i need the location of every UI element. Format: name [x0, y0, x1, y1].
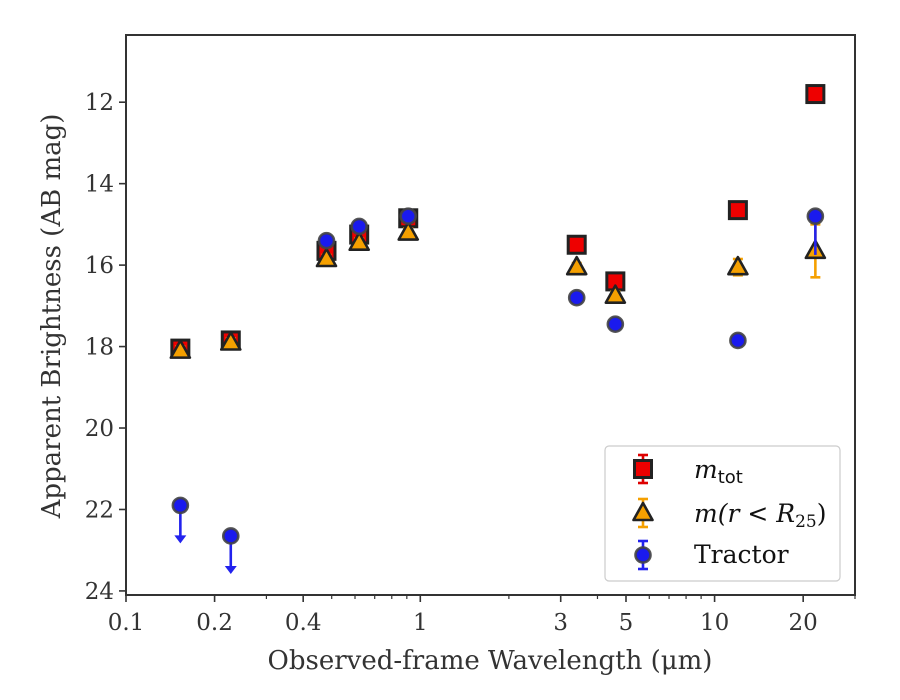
- data-point-circle: [399, 207, 418, 226]
- data-point-circle: [806, 207, 825, 226]
- legend-mtot-sub: tot: [718, 467, 743, 488]
- data-point-triangle: [348, 231, 370, 252]
- y-tick-label: 24: [85, 579, 114, 605]
- upper-limit-arrow-head: [224, 565, 237, 574]
- x-tick-label: 10: [700, 610, 729, 636]
- series-triangle: [169, 221, 827, 359]
- data-point-square: [566, 234, 587, 255]
- y-axis-label: Apparent Brightness (AB mag): [37, 114, 67, 520]
- data-point-square: [727, 200, 748, 221]
- x-tick-label: 5: [619, 610, 634, 636]
- data-point-circle: [729, 331, 747, 350]
- legend: mtot m(r < R25) Tractor: [604, 445, 841, 582]
- legend-mtot-main: m: [694, 455, 718, 484]
- data-point-triangle: [169, 339, 192, 359]
- data-point-triangle: [397, 221, 420, 241]
- legend-mr25-main: m(r < R: [694, 499, 795, 528]
- data-point-triangle: [604, 284, 627, 304]
- legend-mr25-sub: 25: [795, 512, 817, 532]
- data-point-circle: [171, 496, 190, 515]
- data-point-triangle: [727, 255, 749, 276]
- x-tick-label: 3: [553, 610, 568, 636]
- plot-area: [169, 84, 827, 574]
- data-point-circle: [350, 217, 368, 236]
- legend-mr25-close: ): [817, 499, 827, 528]
- y-tick-label: 12: [85, 90, 114, 116]
- upper-limit-arrow-head: [174, 535, 187, 544]
- y-tick-label: 14: [85, 172, 114, 198]
- series-square: [170, 84, 826, 359]
- legend-marker-circle: [634, 546, 652, 564]
- legend-label-tractor: Tractor: [694, 540, 789, 569]
- y-axis: 12 14 16 18 20 22 24: [85, 90, 126, 605]
- data-point-circle: [221, 527, 240, 545]
- x-axis: 0.1 0.2 0.4 1 3 5 10 20: [108, 595, 856, 636]
- x-tick-label: 0.2: [196, 610, 233, 636]
- plot-frame: [125, 34, 856, 596]
- legend-label-mtot: mtot: [694, 455, 743, 488]
- data-point-triangle: [565, 255, 588, 276]
- data-point-square: [805, 84, 826, 105]
- x-tick-label: 0.4: [285, 610, 322, 636]
- data-point-triangle: [219, 331, 242, 351]
- data-point-circle: [567, 288, 586, 307]
- legend-marker-square: [633, 459, 653, 479]
- y-tick-label: 18: [85, 335, 114, 361]
- x-tick-label: 20: [789, 610, 818, 636]
- x-tick-label: 0.1: [108, 610, 145, 636]
- legend-markers: [632, 453, 654, 571]
- y-tick-label: 20: [85, 416, 114, 442]
- y-tick-label: 22: [85, 497, 114, 523]
- data-point-circle: [606, 315, 625, 333]
- x-tick-label: 1: [413, 610, 428, 636]
- series-circle: [171, 207, 825, 574]
- legend-box: [604, 445, 841, 582]
- data-point-triangle: [315, 247, 338, 268]
- legend-marker-triangle: [632, 501, 654, 522]
- data-point-circle: [317, 231, 336, 250]
- x-axis-label: Observed-frame Wavelength (μm): [268, 646, 713, 676]
- legend-label-mr25: m(r < R25): [694, 499, 826, 532]
- y-tick-label: 16: [85, 253, 114, 279]
